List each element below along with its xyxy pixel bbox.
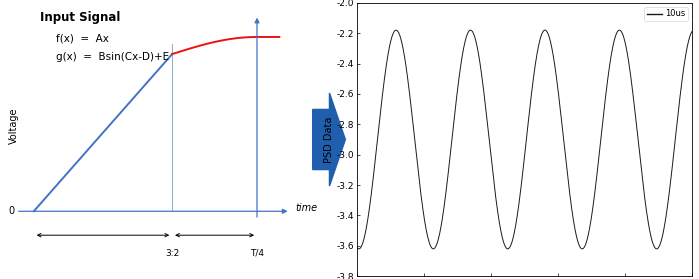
Text: 3:2: 3:2 xyxy=(165,249,180,258)
Text: 0: 0 xyxy=(8,206,15,216)
Legend: 10us: 10us xyxy=(644,7,688,21)
Text: f(x)  =  Ax: f(x) = Ax xyxy=(56,33,109,44)
FancyArrow shape xyxy=(312,93,345,186)
Text: T/4: T/4 xyxy=(250,249,264,258)
Text: time: time xyxy=(295,203,317,213)
Text: Voltage: Voltage xyxy=(8,108,19,144)
Text: g(x)  =  Bsin(Cx-D)+E: g(x) = Bsin(Cx-D)+E xyxy=(56,52,169,62)
Y-axis label: PSD Data: PSD Data xyxy=(324,116,334,163)
Text: Input Signal: Input Signal xyxy=(41,11,121,24)
